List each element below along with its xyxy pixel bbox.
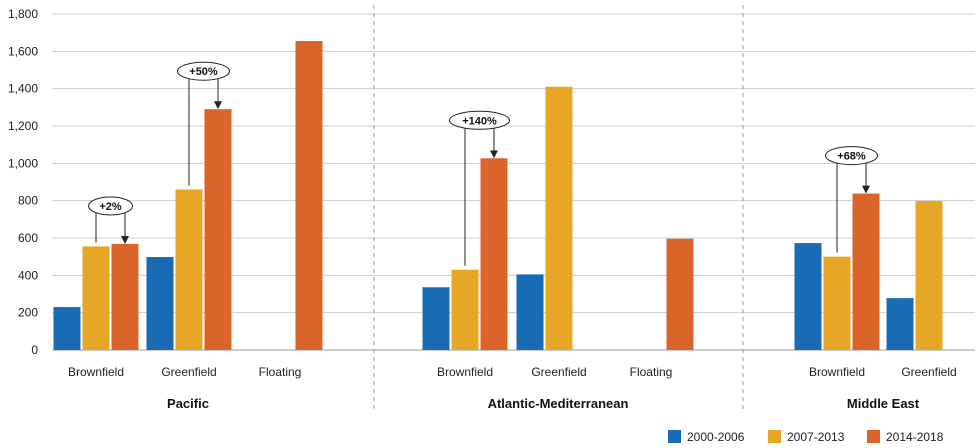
y-tick-label: 0: [31, 343, 38, 357]
region-label: Pacific: [167, 396, 209, 411]
bar: [823, 256, 851, 350]
bar: [82, 246, 110, 350]
annotation-oval: [825, 146, 878, 166]
y-tick-label: 1,200: [8, 119, 38, 133]
legend-swatch: [867, 430, 880, 443]
bar: [204, 109, 232, 350]
y-tick-label: 600: [18, 231, 38, 245]
y-tick-label: 400: [18, 268, 38, 282]
y-tick-label: 200: [18, 306, 38, 320]
region-label: Atlantic-Mediterranean: [488, 396, 629, 411]
annotation-label: +140%: [462, 115, 497, 127]
y-tick-label: 1,600: [8, 44, 38, 58]
bar: [516, 274, 544, 350]
category-label: Brownfield: [437, 365, 493, 379]
bar: [915, 201, 943, 350]
category-label: Floating: [259, 365, 302, 379]
category-label: Brownfield: [68, 365, 124, 379]
category-label: Brownfield: [809, 365, 865, 379]
y-tick-label: 1,000: [8, 156, 38, 170]
region-label: Middle East: [847, 396, 920, 411]
bar: [146, 257, 174, 350]
annotation-oval: [177, 61, 230, 81]
bar: [451, 269, 479, 350]
legend-label: 2014-2018: [886, 430, 944, 444]
annotation-label: +50%: [189, 66, 218, 78]
category-label: Greenfield: [901, 365, 956, 379]
bar: [886, 298, 914, 350]
annotation-label: +68%: [837, 151, 866, 163]
bar: [545, 86, 573, 351]
bar: [666, 238, 694, 350]
legend-label: 2007-2013: [787, 430, 845, 444]
y-tick-label: 1,400: [8, 82, 38, 96]
bar: [794, 243, 822, 350]
bar: [422, 287, 450, 350]
annotation-label: +2%: [99, 201, 122, 213]
legend-swatch: [668, 430, 681, 443]
y-tick-label: 1,800: [8, 7, 38, 21]
bar: [480, 158, 508, 350]
category-label: Greenfield: [161, 365, 216, 379]
category-label: Floating: [630, 365, 673, 379]
category-label: Greenfield: [531, 365, 586, 379]
bar: [295, 41, 323, 351]
annotation-oval: [449, 110, 510, 130]
bar: [852, 193, 880, 350]
bar: [53, 307, 81, 350]
legend-label: 2000-2006: [687, 430, 745, 444]
legend-swatch: [768, 430, 781, 443]
annotation-oval: [88, 196, 133, 216]
bar: [111, 243, 139, 350]
bar: [175, 189, 203, 350]
y-tick-label: 800: [18, 194, 38, 208]
